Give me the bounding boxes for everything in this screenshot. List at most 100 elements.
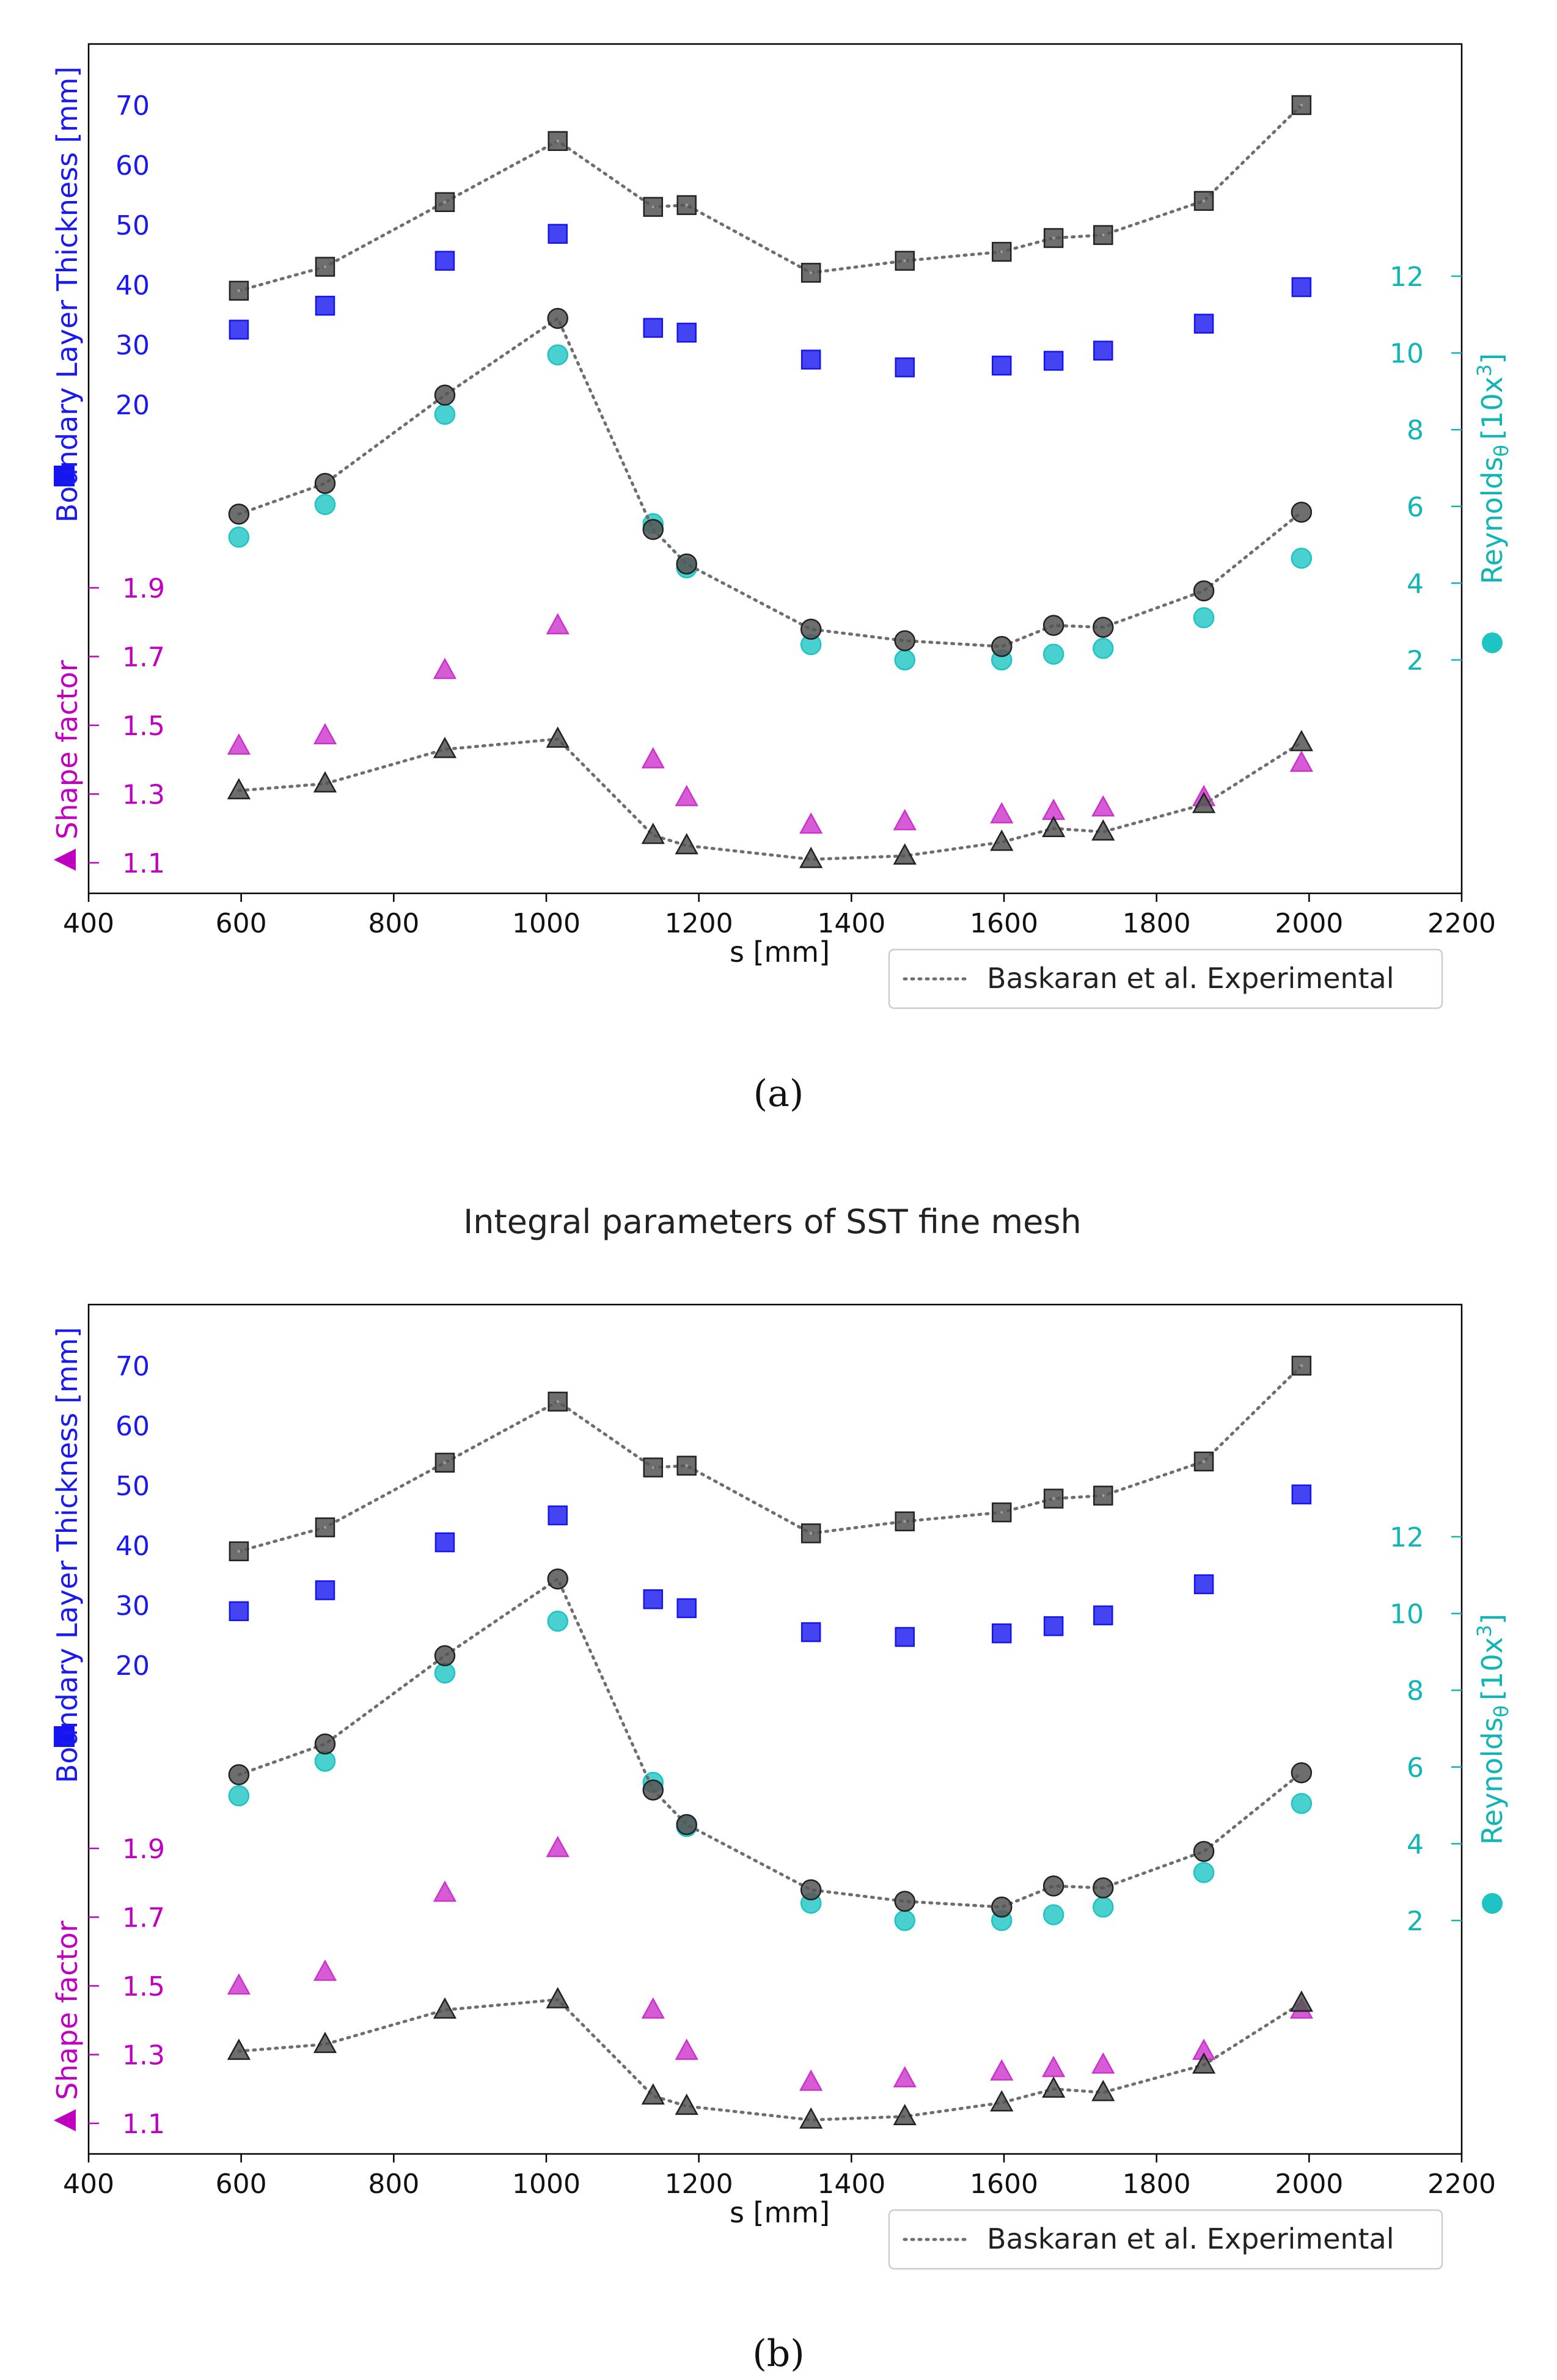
data-point-triangle xyxy=(1091,2079,1115,2101)
re-axis-label-main: Reynolds xyxy=(1476,1717,1509,1845)
data-point-circle xyxy=(1042,1904,1064,1925)
data-point-circle xyxy=(1093,1896,1114,1918)
re-axis-label-main: Reynolds xyxy=(1476,456,1509,584)
re-axis-label-end: ] xyxy=(1476,353,1509,364)
data-point-square xyxy=(1043,1616,1064,1636)
re-axis-label-unit: [10x xyxy=(1476,1637,1509,1701)
data-point-square xyxy=(548,224,568,244)
data-point-square xyxy=(895,357,915,378)
simulation-series xyxy=(227,1836,1313,2091)
experimental-series xyxy=(227,726,1313,868)
x-tick-label: 600 xyxy=(216,2169,267,2200)
data-point-square xyxy=(548,131,568,152)
x-axis-label: s [mm] xyxy=(730,2196,830,2229)
data-point-square xyxy=(315,296,335,316)
data-point-square xyxy=(1193,1574,1214,1594)
data-point-center xyxy=(651,205,655,209)
data-point-circle xyxy=(228,1785,250,1807)
data-point-circle xyxy=(434,1645,456,1666)
data-point-triangle xyxy=(990,2090,1014,2112)
data-point-triangle xyxy=(313,2032,337,2053)
re-axis-label-unit: [10x xyxy=(1476,376,1509,440)
data-point-center xyxy=(809,1531,813,1535)
x-tick-label: 1000 xyxy=(512,2169,581,2200)
data-point-center xyxy=(1202,1460,1206,1463)
sf-tick-label: 1.1 xyxy=(122,2109,165,2140)
data-point-triangle xyxy=(1091,2052,1115,2074)
x-tick-label: 400 xyxy=(63,908,114,939)
data-point-triangle xyxy=(675,2038,698,2060)
caption-b: (b) xyxy=(752,2332,804,2375)
data-point-circle xyxy=(1193,1862,1215,1883)
re-tick-label: 12 xyxy=(1390,1522,1424,1553)
data-point-triangle xyxy=(641,822,665,844)
square-legend-icon xyxy=(54,466,75,486)
data-point-square xyxy=(229,280,249,301)
data-point-triangle xyxy=(1192,791,1216,813)
x-tick-label: 1000 xyxy=(512,908,581,939)
data-point-triangle xyxy=(313,723,337,745)
data-point-square xyxy=(229,1601,249,1622)
data-point-square xyxy=(1291,277,1312,298)
data-point-triangle xyxy=(1289,730,1313,752)
x-tick-label: 2000 xyxy=(1275,908,1343,939)
data-point-center xyxy=(903,1520,907,1523)
x-tick-label: 1600 xyxy=(970,2169,1038,2200)
bl-axis-label: Boundary Layer Thickness [mm] xyxy=(51,1327,84,1784)
square-legend-icon xyxy=(54,1726,75,1747)
experimental-series xyxy=(229,1355,1312,1562)
bl-tick-label: 20 xyxy=(115,1650,150,1682)
data-point-circle xyxy=(314,1733,336,1755)
data-point-center xyxy=(1101,233,1105,237)
data-point-circle xyxy=(991,635,1013,657)
data-point-triangle xyxy=(546,613,570,635)
re-tick-label: 10 xyxy=(1390,339,1424,370)
x-tick-label: 2200 xyxy=(1427,2169,1496,2200)
caption-a: (a) xyxy=(753,1072,804,1115)
data-point-triangle xyxy=(799,846,823,868)
data-point-center xyxy=(1000,1510,1003,1514)
x-tick-label: 800 xyxy=(368,2169,419,2200)
re-tick-label: 6 xyxy=(1407,1752,1424,1784)
re-tick-label: 4 xyxy=(1407,1829,1424,1860)
legend-box xyxy=(888,2209,1443,2270)
data-point-circle xyxy=(894,1891,915,1912)
data-point-circle xyxy=(547,307,568,329)
re-axis-label: Reynoldsθ [10x3] xyxy=(1473,1614,1513,1845)
data-point-square xyxy=(992,241,1012,262)
sf-tick-label: 1.7 xyxy=(122,1903,165,1934)
data-point-triangle xyxy=(433,1997,457,2019)
bl-tick-label: 70 xyxy=(115,1351,150,1382)
data-point-triangle xyxy=(1192,2052,1216,2074)
re-tick-label: 6 xyxy=(1407,492,1424,523)
bl-tick-label: 40 xyxy=(115,1531,150,1562)
x-tick-label: 1800 xyxy=(1123,908,1191,939)
bl-tick-label: 70 xyxy=(115,90,150,122)
data-point-triangle xyxy=(675,785,698,807)
data-point-triangle xyxy=(1289,750,1313,772)
data-point-center xyxy=(1300,103,1303,107)
x-tick-label: 2200 xyxy=(1427,908,1496,939)
plot-frame xyxy=(87,1303,1463,2155)
data-point-square xyxy=(548,1505,568,1526)
data-point-circle xyxy=(800,1879,822,1901)
data-point-center xyxy=(1000,250,1003,254)
data-point-circle xyxy=(228,1764,250,1785)
data-point-circle xyxy=(1291,1793,1313,1814)
data-point-triangle xyxy=(799,812,823,834)
data-point-triangle xyxy=(433,1880,457,1902)
data-point-square xyxy=(1193,313,1214,334)
sf-tick-label: 1.1 xyxy=(122,848,165,879)
sf-tick-label: 1.5 xyxy=(122,711,165,742)
data-point-circle xyxy=(314,472,336,494)
bl-tick-label: 50 xyxy=(115,210,150,241)
sf-tick-label: 1.5 xyxy=(122,1971,165,2002)
data-point-triangle xyxy=(1091,819,1115,841)
data-point-triangle xyxy=(1289,1990,1313,2012)
x-tick-label: 1400 xyxy=(817,908,885,939)
re-tick-label: 2 xyxy=(1407,645,1424,676)
data-point-square xyxy=(800,1622,821,1642)
data-point-triangle xyxy=(990,802,1014,824)
data-point-square xyxy=(434,251,455,271)
data-point-center xyxy=(1101,1494,1105,1498)
